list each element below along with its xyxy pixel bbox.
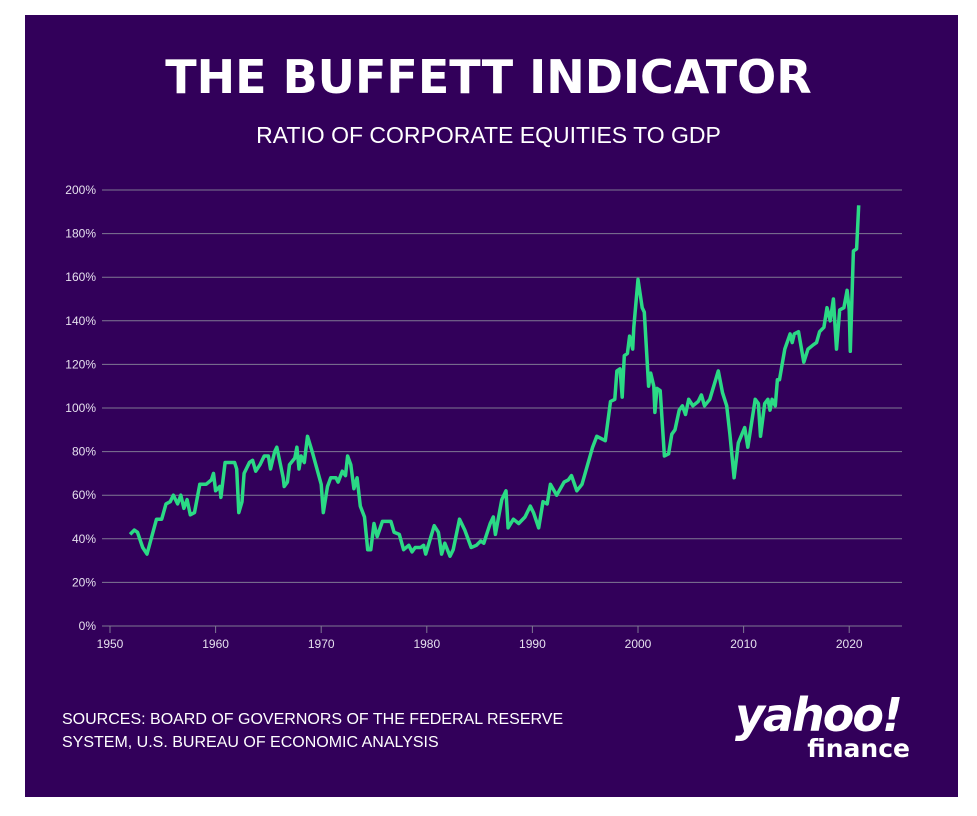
gridlines xyxy=(102,189,902,627)
chart-card xyxy=(25,15,958,797)
y-tick-label: 0% xyxy=(79,619,97,633)
sources-line-2: SYSTEM, U.S. BUREAU OF ECONOMIC ANALYSIS xyxy=(62,734,439,751)
sources-note: SOURCES: BOARD OF GOVERNORS OF THE FEDER… xyxy=(62,708,622,754)
y-tick-label: 140% xyxy=(65,314,96,328)
series-line xyxy=(128,205,861,558)
sources-line-1: SOURCES: BOARD OF GOVERNORS OF THE FEDER… xyxy=(62,711,564,728)
x-tick-label: 1950 xyxy=(97,637,124,651)
x-tick-label: 1990 xyxy=(519,637,546,651)
y-tick-label: 120% xyxy=(65,357,96,371)
y-tick-label: 80% xyxy=(72,445,96,459)
y-tick-label: 180% xyxy=(65,227,96,241)
y-tick-label: 60% xyxy=(72,488,96,502)
logo-finance: finance xyxy=(807,734,910,763)
yahoo-finance-logo: yahoo! finance xyxy=(735,690,910,763)
y-tick-label: 100% xyxy=(65,401,96,415)
y-tick-label: 20% xyxy=(72,575,96,589)
chart-title: THE BUFFETT INDICATOR xyxy=(165,50,812,104)
y-tick-label: 200% xyxy=(65,183,96,197)
y-tick-label: 40% xyxy=(72,532,96,546)
x-tick-label: 1970 xyxy=(308,637,335,651)
y-tick-label: 160% xyxy=(65,270,96,284)
chart-subtitle: RATIO OF CORPORATE EQUITIES TO GDP xyxy=(256,122,721,148)
y-axis-ticks: 0% 20% 40% 60% 80% 100% 120% 140% 160% 180% 200% xyxy=(65,183,96,633)
x-tick-label: 1980 xyxy=(413,637,440,651)
logo-yahoo: yahoo! xyxy=(735,688,903,742)
x-tick-label: 2010 xyxy=(730,637,757,651)
x-tick-label: 1960 xyxy=(202,637,229,651)
x-axis-ticks: 1950 1960 1970 1980 1990 2000 2010 2020 xyxy=(97,626,863,651)
x-tick-label: 2020 xyxy=(836,637,863,651)
x-tick-label: 2000 xyxy=(625,637,652,651)
